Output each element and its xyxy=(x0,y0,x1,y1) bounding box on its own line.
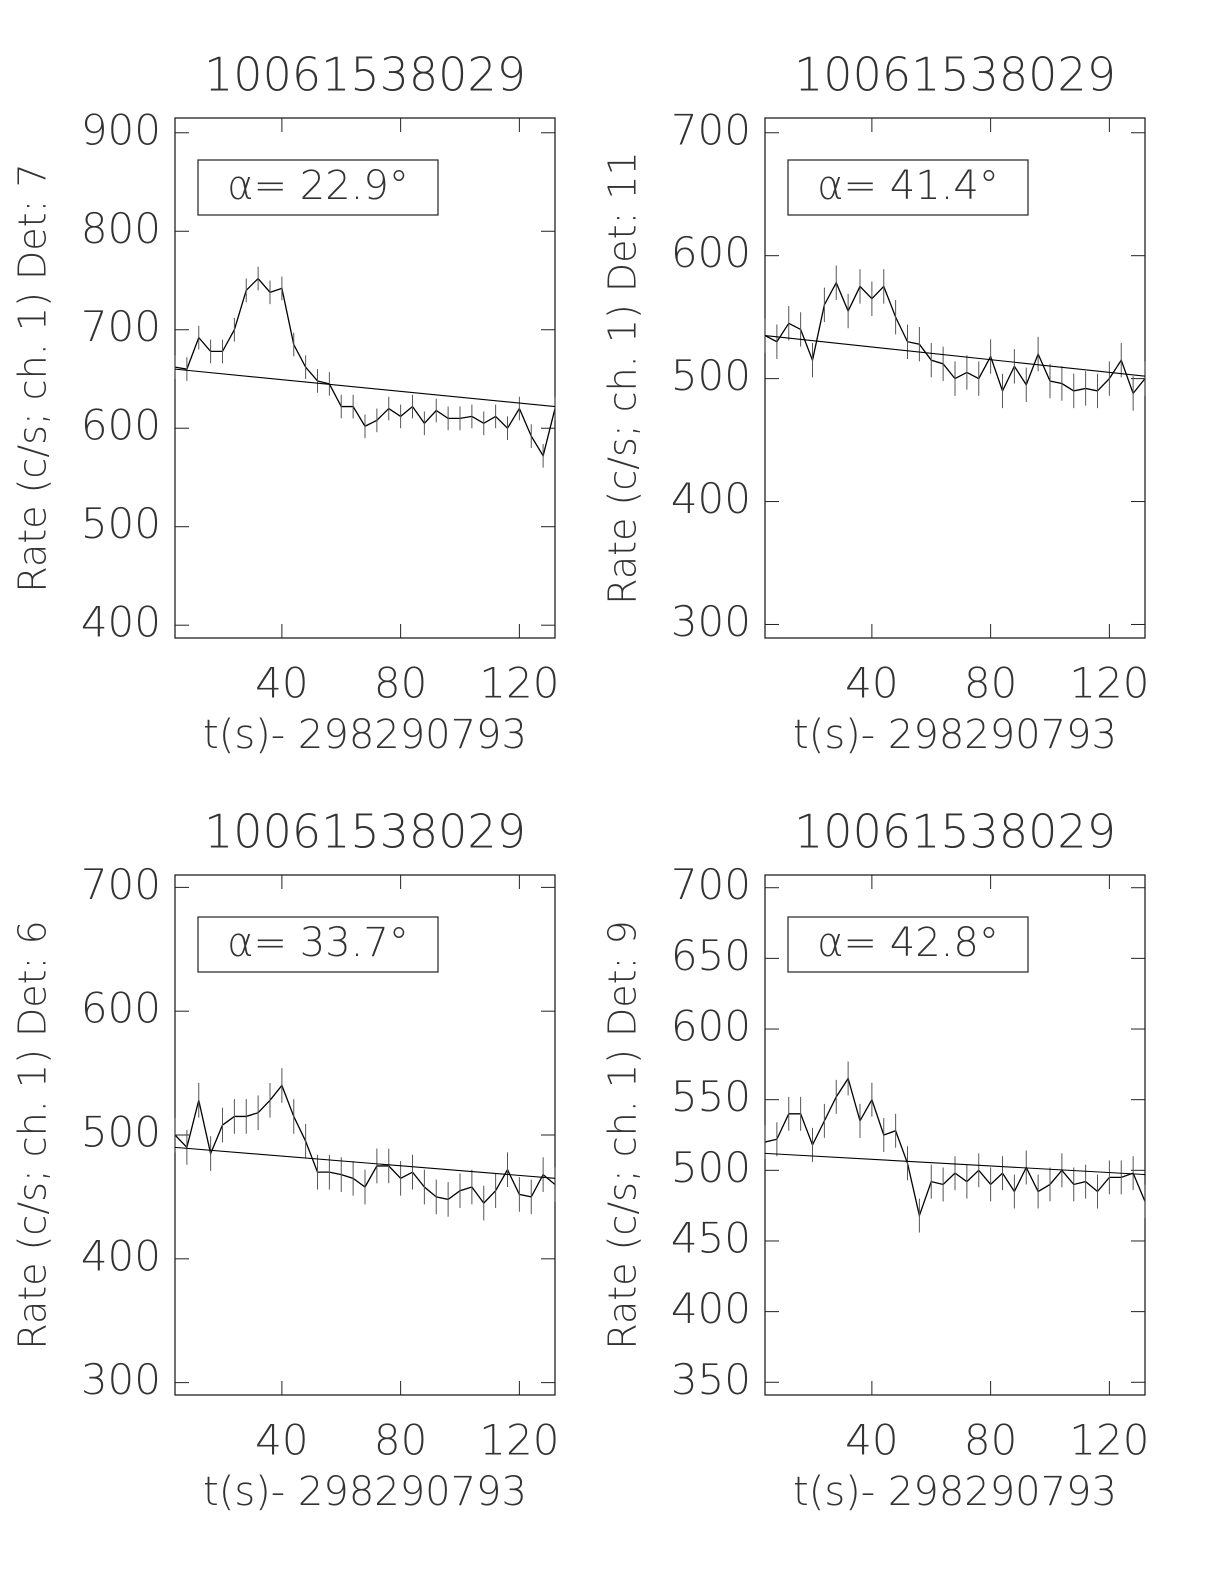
annotation: α= 33.7° xyxy=(227,920,409,966)
chart-title: 10061538029 xyxy=(794,48,1116,102)
y-tick-label: 400 xyxy=(671,474,751,523)
annotation: α= 42.8° xyxy=(817,920,999,966)
x-tick-label: 40 xyxy=(845,659,898,708)
y-tick-label: 700 xyxy=(671,105,751,154)
annotation-box xyxy=(787,916,1029,973)
x-tick-label: 40 xyxy=(255,659,308,708)
y-axis-label: Rate (c/s; ch. 1) Det: 9 xyxy=(601,920,645,1349)
x-tick-label: 120 xyxy=(479,659,559,708)
x-axis-label: t(s)- 298290793 xyxy=(203,712,527,758)
x-tick-label: 80 xyxy=(964,1416,1017,1465)
y-tick-label: 500 xyxy=(81,1108,161,1157)
fit-line xyxy=(764,1152,1146,1176)
y-tick-label: 800 xyxy=(81,204,161,253)
x-axis-label: t(s)- 298290793 xyxy=(793,712,1117,758)
chart-title: 10061538029 xyxy=(204,48,526,102)
annotation-box xyxy=(197,159,439,216)
y-tick-label: 700 xyxy=(81,860,161,909)
y-tick-label: 350 xyxy=(671,1355,751,1404)
chart-title: 10061538029 xyxy=(794,805,1116,859)
x-tick-label: 120 xyxy=(1069,659,1149,708)
y-tick-label: 300 xyxy=(671,597,751,646)
y-axis-label: Rate (c/s; ch. 1) Det: 7 xyxy=(11,163,55,592)
y-axis-label: Rate (c/s; ch. 1) Det: 11 xyxy=(601,151,645,604)
annotation-box xyxy=(787,159,1029,216)
y-tick-label: 500 xyxy=(81,499,161,548)
y-tick-label: 650 xyxy=(671,931,751,980)
x-tick-label: 120 xyxy=(1069,1416,1149,1465)
y-tick-label: 600 xyxy=(81,401,161,450)
y-tick-label: 300 xyxy=(81,1355,161,1404)
annotation: α= 22.9° xyxy=(227,163,409,209)
y-tick-label: 700 xyxy=(671,860,751,909)
x-tick-label: 40 xyxy=(845,1416,898,1465)
y-tick-label: 450 xyxy=(671,1213,751,1262)
y-tick-label: 600 xyxy=(671,228,751,277)
y-tick-label: 400 xyxy=(81,1231,161,1280)
x-tick-label: 80 xyxy=(374,1416,427,1465)
y-tick-label: 500 xyxy=(671,351,751,400)
y-tick-label: 500 xyxy=(671,1143,751,1192)
x-tick-label: 40 xyxy=(255,1416,308,1465)
fit-line xyxy=(174,1146,556,1179)
x-tick-label: 80 xyxy=(964,659,1017,708)
y-axis-label: Rate (c/s; ch. 1) Det: 6 xyxy=(11,920,55,1349)
y-tick-label: 550 xyxy=(671,1072,751,1121)
x-tick-label: 120 xyxy=(479,1416,559,1465)
fit-line xyxy=(764,335,1146,377)
y-tick-label: 400 xyxy=(81,598,161,647)
data-line xyxy=(764,1076,1146,1218)
x-tick-label: 80 xyxy=(374,659,427,708)
chart-title: 10061538029 xyxy=(204,805,526,859)
annotation-box xyxy=(197,916,439,973)
y-tick-label: 900 xyxy=(81,105,161,154)
y-tick-label: 700 xyxy=(81,302,161,351)
y-tick-label: 600 xyxy=(671,1002,751,1051)
x-axis-label: t(s)- 298290793 xyxy=(203,1469,527,1515)
y-tick-label: 400 xyxy=(671,1284,751,1333)
y-tick-label: 600 xyxy=(81,984,161,1033)
fit-line xyxy=(174,368,556,408)
x-axis-label: t(s)- 298290793 xyxy=(793,1469,1117,1515)
annotation: α= 41.4° xyxy=(817,163,999,209)
